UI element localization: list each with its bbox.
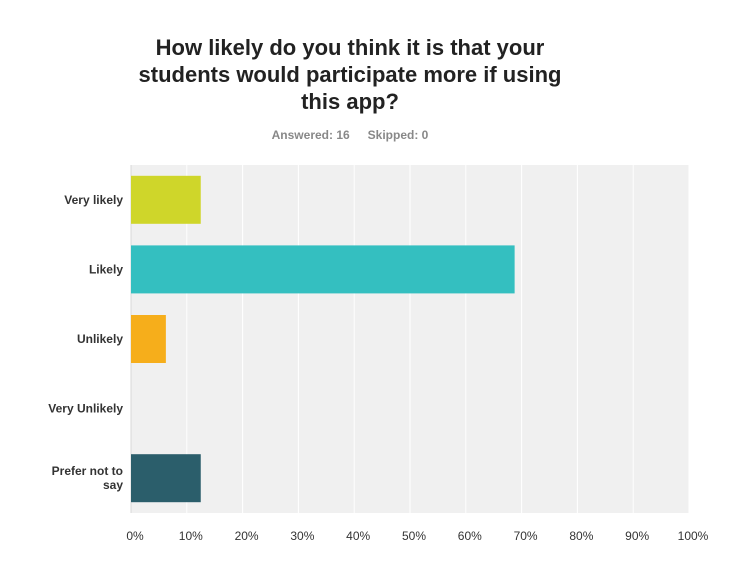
- response-summary: Answered: 16 Skipped: 0: [60, 128, 640, 142]
- category-label: Unlikely: [77, 332, 123, 346]
- bar: [131, 315, 166, 363]
- x-tick-label: 50%: [402, 529, 426, 543]
- chart-title-line: this app?: [301, 89, 399, 114]
- bar: [131, 175, 201, 224]
- x-tick-label: 80%: [569, 529, 593, 543]
- category-label: Very likely: [64, 193, 123, 207]
- bar: [131, 245, 515, 294]
- skipped-count: Skipped: 0: [367, 128, 429, 142]
- bar: [131, 454, 201, 503]
- chart-title-line: students would participate more if using: [138, 62, 562, 87]
- category-label: Very Unlikely: [48, 402, 123, 416]
- answered-count: Answered: 16: [271, 128, 350, 142]
- chart-title: How likely do you think it is that your …: [60, 34, 640, 115]
- x-tick-label: 70%: [514, 529, 538, 543]
- x-tick-label: 100%: [678, 529, 709, 543]
- x-tick-label: 60%: [458, 529, 482, 543]
- chart-title-line: How likely do you think it is that your: [155, 35, 545, 60]
- x-tick-label: 30%: [290, 529, 314, 543]
- x-tick-label: 20%: [235, 529, 259, 543]
- category-label: Likely: [89, 262, 123, 276]
- x-tick-label: 0%: [126, 529, 144, 543]
- x-tick-label: 40%: [346, 529, 370, 543]
- category-label: Prefer not to: [52, 464, 123, 478]
- category-label: say: [103, 478, 123, 492]
- x-tick-label: 90%: [625, 529, 649, 543]
- x-tick-label: 10%: [179, 529, 203, 543]
